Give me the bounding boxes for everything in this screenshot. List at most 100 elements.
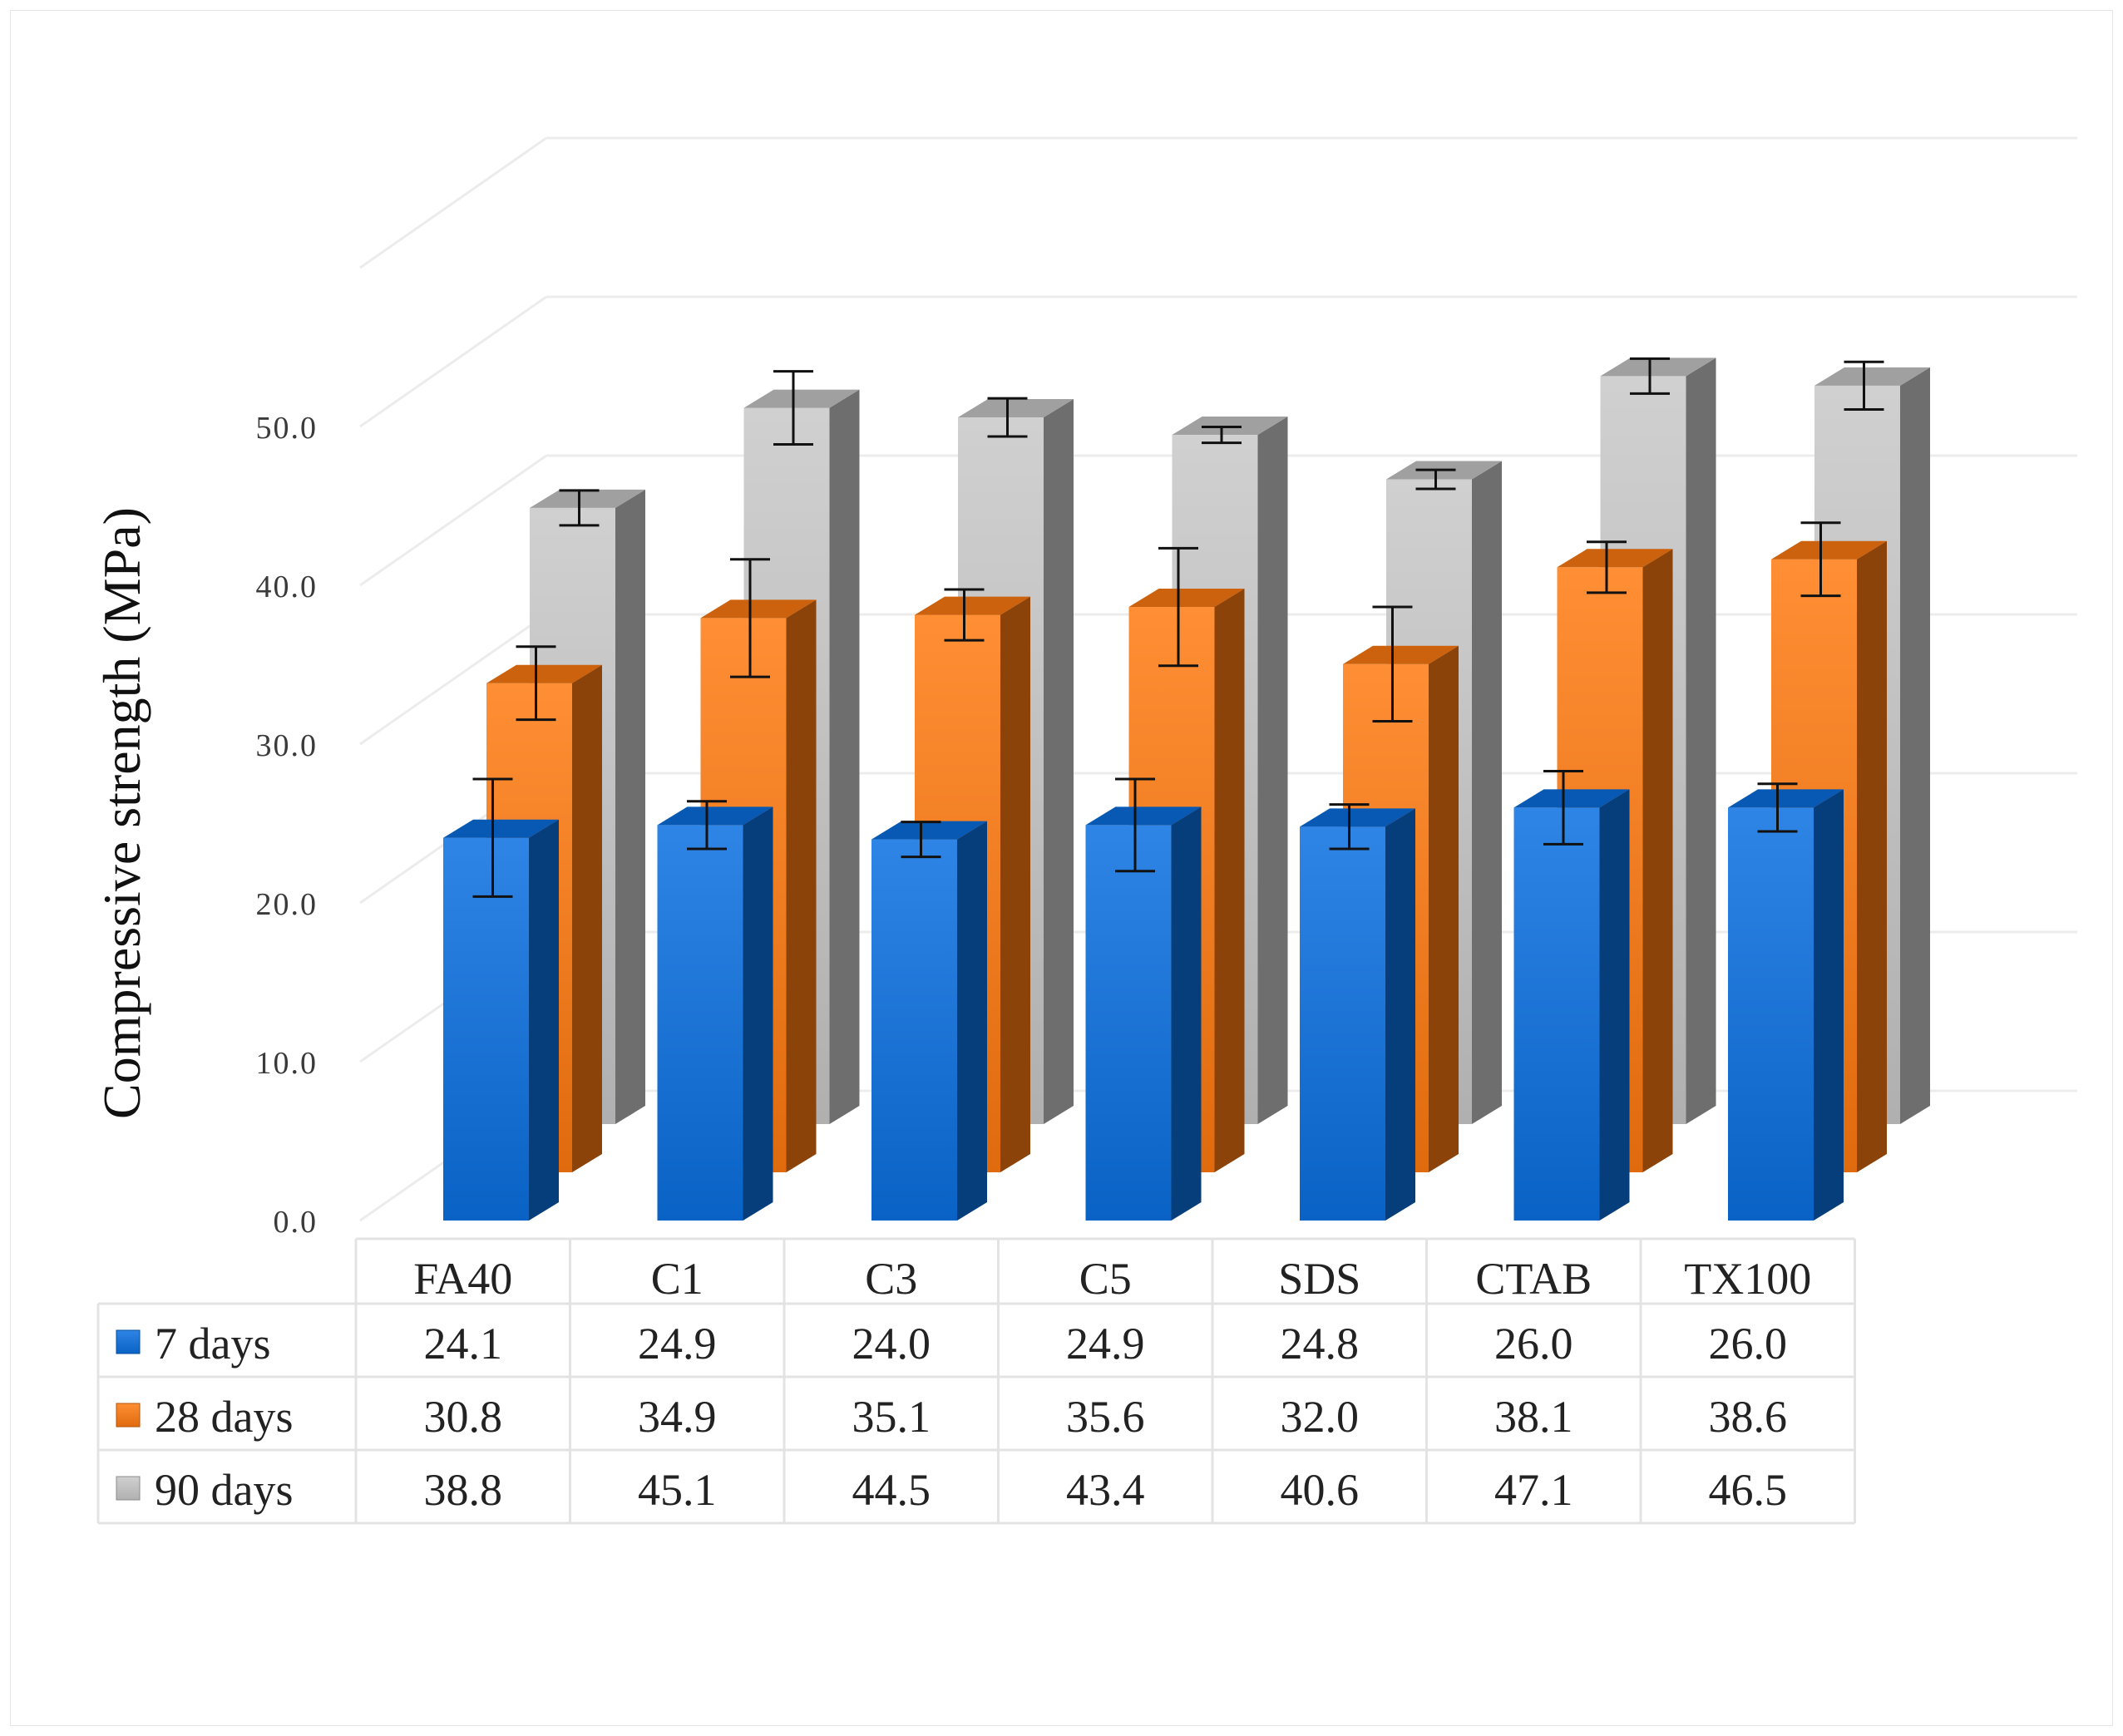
bar-side bbox=[572, 664, 602, 1172]
bar-side bbox=[1429, 645, 1459, 1172]
bar bbox=[443, 777, 559, 1221]
error-bar bbox=[1844, 360, 1884, 411]
error-bar bbox=[1115, 777, 1155, 873]
error-bar bbox=[944, 588, 985, 642]
bar-side bbox=[786, 599, 817, 1172]
bar-top bbox=[443, 819, 559, 838]
bar-side bbox=[1385, 808, 1415, 1221]
table-cell: 45.1 bbox=[638, 1465, 717, 1515]
error-bar bbox=[773, 370, 813, 446]
bar-top bbox=[1128, 589, 1245, 608]
bar bbox=[1728, 782, 1844, 1221]
category-label: SDS bbox=[1278, 1254, 1360, 1304]
bar-top bbox=[1343, 645, 1459, 664]
y-tick-label: 50.0 bbox=[256, 411, 318, 446]
bar-side bbox=[1044, 399, 1074, 1124]
error-bar bbox=[901, 821, 941, 859]
table-cell: 44.5 bbox=[852, 1465, 931, 1515]
bar bbox=[871, 821, 987, 1221]
gridline-diagonal bbox=[359, 454, 547, 587]
bar-side bbox=[615, 489, 645, 1124]
bar-top bbox=[1085, 806, 1202, 826]
error-bar bbox=[559, 489, 600, 527]
error-bar bbox=[472, 777, 513, 898]
bar-top bbox=[1728, 789, 1844, 808]
bar-side bbox=[1857, 540, 1887, 1172]
table-cell: 38.1 bbox=[1494, 1392, 1573, 1442]
bar-front bbox=[1513, 807, 1600, 1221]
error-bar bbox=[1158, 546, 1198, 668]
bar-top bbox=[871, 821, 987, 840]
error-bar bbox=[1372, 605, 1413, 723]
table-cell: 24.8 bbox=[1281, 1319, 1360, 1369]
bar-top bbox=[958, 399, 1074, 418]
bar bbox=[1513, 769, 1630, 1221]
bar-top bbox=[1814, 367, 1930, 386]
bar-side bbox=[1171, 806, 1202, 1221]
figure-frame bbox=[10, 10, 2113, 1726]
bar-front bbox=[871, 839, 957, 1221]
bar-side bbox=[1686, 358, 1716, 1124]
legend-swatch bbox=[116, 1403, 141, 1428]
legend-swatch bbox=[116, 1476, 141, 1501]
error-bar bbox=[1630, 357, 1670, 395]
error-bar bbox=[1587, 540, 1627, 594]
bar-front bbox=[657, 825, 743, 1221]
bar-side bbox=[1814, 789, 1844, 1221]
bar-top bbox=[657, 806, 773, 826]
table-cell: 43.4 bbox=[1066, 1465, 1145, 1515]
table-cell: 35.1 bbox=[852, 1392, 931, 1442]
series-label: 28 days bbox=[155, 1392, 293, 1442]
table-cell: 24.9 bbox=[1066, 1319, 1145, 1369]
table-cell: 24.0 bbox=[852, 1319, 931, 1369]
error-bar bbox=[1543, 769, 1583, 846]
gridline-diagonal bbox=[359, 295, 547, 428]
table-cell: 26.0 bbox=[1494, 1319, 1573, 1369]
table-cell: 40.6 bbox=[1281, 1465, 1360, 1515]
error-bar bbox=[1202, 426, 1242, 445]
bar-top bbox=[486, 664, 602, 683]
bar-side bbox=[743, 806, 773, 1221]
y-tick-label: 40.0 bbox=[256, 570, 318, 604]
table-cell: 46.5 bbox=[1709, 1465, 1788, 1515]
table-cell: 30.8 bbox=[424, 1392, 503, 1442]
bar bbox=[657, 800, 773, 1221]
bar-side bbox=[1599, 789, 1630, 1221]
legend-swatch bbox=[116, 1329, 141, 1354]
y-tick-label: 10.0 bbox=[256, 1046, 318, 1081]
bar-side bbox=[1000, 596, 1030, 1172]
gridline-diagonal bbox=[359, 136, 547, 269]
category-label: TX100 bbox=[1684, 1254, 1811, 1304]
table-cell: 32.0 bbox=[1281, 1392, 1360, 1442]
bar-top bbox=[1513, 789, 1630, 808]
table-cell: 24.9 bbox=[638, 1319, 717, 1369]
bar-side bbox=[1257, 417, 1288, 1124]
category-label: CTAB bbox=[1475, 1254, 1592, 1304]
y-axis-label: Compressive strength (MPa) bbox=[92, 507, 151, 1119]
bar-top bbox=[915, 596, 1030, 615]
bar-top bbox=[1600, 358, 1716, 377]
series-label: 90 days bbox=[155, 1465, 293, 1515]
table-cell: 35.6 bbox=[1066, 1392, 1145, 1442]
error-bar bbox=[516, 645, 556, 722]
bar-side bbox=[1214, 589, 1245, 1172]
y-tick-label: 30.0 bbox=[256, 728, 318, 763]
table-cell: 26.0 bbox=[1709, 1319, 1788, 1369]
series-7-days bbox=[443, 769, 1844, 1221]
bar-side bbox=[957, 821, 987, 1221]
category-label: C5 bbox=[1079, 1254, 1132, 1304]
bar-top bbox=[743, 389, 860, 408]
table-cell: 38.6 bbox=[1709, 1392, 1788, 1442]
data-table: FA40 C1 C3 C5 SDS CTAB TX100 7 days 24.1 24.9 24.0… bbox=[96, 1237, 1856, 1525]
category-label: C3 bbox=[865, 1254, 917, 1304]
error-bar bbox=[1415, 468, 1456, 491]
bar-top bbox=[1771, 540, 1887, 560]
bar-top bbox=[1300, 808, 1415, 827]
error-bar bbox=[987, 397, 1028, 438]
bar-side bbox=[1642, 549, 1673, 1172]
bar-side bbox=[1472, 461, 1502, 1124]
error-bar bbox=[1800, 521, 1841, 598]
bar-side bbox=[1900, 367, 1930, 1125]
gridline-diagonal bbox=[359, 613, 547, 746]
